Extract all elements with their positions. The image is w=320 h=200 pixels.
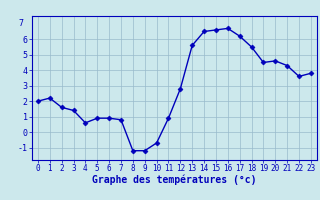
X-axis label: Graphe des températures (°c): Graphe des températures (°c) [92,175,257,185]
Text: 7: 7 [19,19,24,28]
